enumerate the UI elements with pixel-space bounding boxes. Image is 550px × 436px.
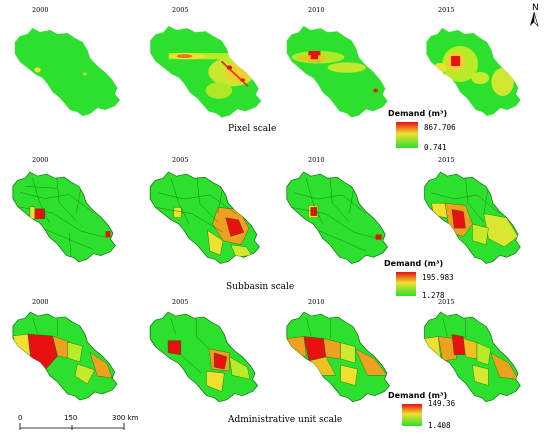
legend-color-ramp — [402, 404, 422, 426]
legend-min: 1.408 — [428, 421, 451, 430]
scale-bar-label: 0 — [18, 414, 22, 422]
map-subbasin-2000 — [12, 171, 116, 263]
legend-title: Demand (m³) — [384, 259, 443, 268]
map-admin-2005 — [149, 311, 259, 403]
map-row-subbasin: 2000 2005 2010 2015 — [12, 156, 521, 300]
legend: Demand (m³) 195.983 1.278 — [384, 259, 454, 300]
map-pixel-2015 — [426, 28, 521, 116]
year-label: 2005 — [172, 6, 189, 14]
legend-title: Demand (m³) — [388, 109, 447, 118]
year-label: 2005 — [172, 298, 189, 306]
north-label: N — [532, 3, 539, 13]
legend-max: 867.706 — [424, 123, 456, 132]
north-arrow-icon: N — [530, 3, 539, 28]
legend-color-ramp — [396, 122, 418, 148]
year-label: 2000 — [32, 6, 49, 14]
legend-title: Demand (m³) — [388, 391, 447, 400]
scale-bar-label: 150 — [64, 414, 77, 422]
map-pixel-2000 — [15, 28, 120, 116]
map-pixel-2010 — [286, 26, 388, 118]
legend-max: 149.36 — [428, 399, 456, 408]
scale-title: Subbasin scale — [226, 282, 294, 292]
year-label: 2005 — [172, 156, 189, 164]
year-label: 2015 — [438, 298, 455, 306]
map-pixel-2005 — [150, 26, 262, 118]
year-label: 2000 — [32, 298, 49, 306]
legend-min: 0.741 — [424, 143, 447, 152]
legend-color-ramp — [396, 272, 416, 296]
legend: Demand (m³) 867.706 0.741 — [388, 109, 456, 152]
scale-bar: 0 150 300 km — [18, 414, 139, 430]
scale-bar-label: 300 km — [112, 414, 139, 422]
year-label: 2000 — [32, 156, 49, 164]
legend: Demand (m³) 149.36 1.408 — [388, 391, 456, 430]
year-label: 2010 — [308, 298, 325, 306]
year-label: 2010 — [308, 156, 325, 164]
map-subbasin-2015 — [423, 171, 521, 265]
map-subbasin-2005 — [149, 171, 261, 265]
map-subbasin-2010 — [286, 171, 389, 265]
map-row-pixel: 2000 2005 2010 2015 — [15, 6, 521, 152]
year-label: 2010 — [308, 6, 325, 14]
year-label: 2015 — [438, 156, 455, 164]
map-admin-2015 — [423, 311, 521, 403]
scale-title: Administrative unit scale — [227, 415, 342, 425]
legend-max: 195.983 — [422, 273, 454, 282]
map-admin-2010 — [286, 311, 390, 403]
map-row-administrative: 2000 2005 2010 2015 — [12, 298, 521, 430]
legend-min: 1.278 — [422, 291, 445, 300]
year-label: 2015 — [438, 6, 455, 14]
map-admin-2000 — [12, 311, 118, 401]
scale-title: Pixel scale — [228, 124, 276, 134]
